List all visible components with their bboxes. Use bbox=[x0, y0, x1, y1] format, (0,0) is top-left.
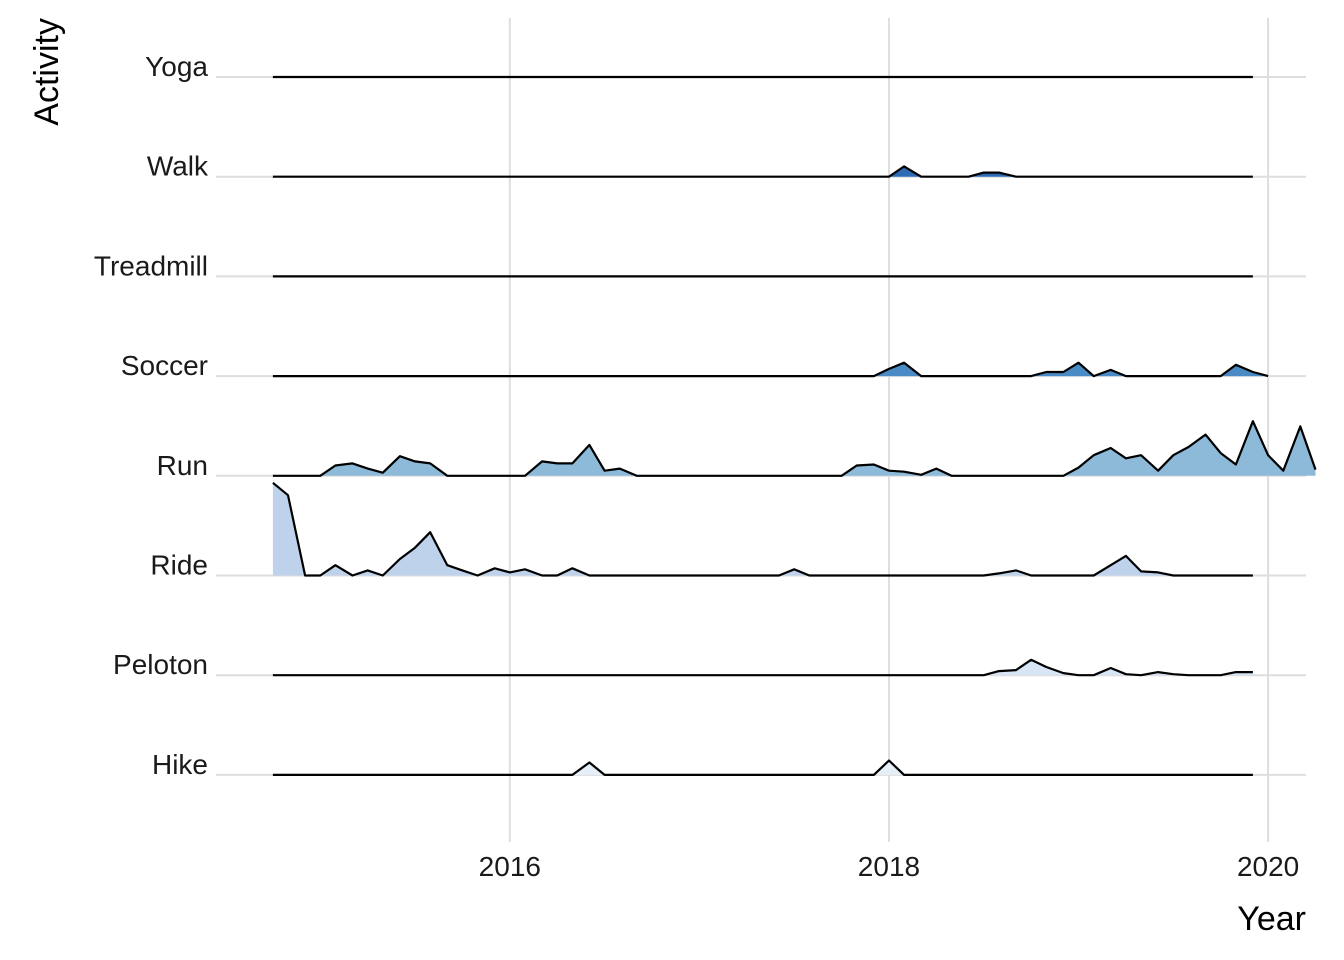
ridge-line-run bbox=[272, 420, 1317, 477]
y-tick-label-peloton: Peloton bbox=[113, 649, 208, 680]
ridge-line-walk bbox=[272, 165, 1253, 178]
y-tick-label-ride: Ride bbox=[150, 550, 208, 581]
y-tick-label-soccer: Soccer bbox=[121, 350, 208, 381]
y-tick-label-run: Run bbox=[157, 450, 208, 481]
gridlines bbox=[216, 18, 1306, 842]
ridge-line-soccer bbox=[272, 361, 1269, 378]
ridge-area-hike bbox=[272, 760, 1253, 775]
ridge-run bbox=[272, 420, 1317, 477]
x-tick-label-2016: 2016 bbox=[479, 851, 541, 882]
ridge-line-hike bbox=[272, 759, 1253, 777]
x-axis-title: Year bbox=[1237, 900, 1306, 938]
y-axis-title: Activity bbox=[28, 18, 66, 126]
ridge-area-ride bbox=[272, 482, 1253, 576]
y-tick-label-yoga: Yoga bbox=[145, 51, 208, 82]
ridge-line-peloton bbox=[272, 658, 1253, 677]
ridge-hike bbox=[272, 759, 1253, 777]
ridge-series bbox=[272, 75, 1317, 777]
ridge-area-run bbox=[272, 421, 1316, 476]
x-tick-label-2018: 2018 bbox=[858, 851, 920, 882]
x-tick-labels: 2016 2018 2020 bbox=[479, 851, 1300, 882]
y-tick-labels: Hike Peloton Ride Run Soccer Treadmill Walk Yog… bbox=[94, 51, 209, 780]
ridge-ride bbox=[272, 481, 1253, 577]
ridge-area-peloton bbox=[272, 659, 1253, 676]
y-tick-label-treadmill: Treadmill bbox=[94, 250, 208, 281]
y-tick-label-walk: Walk bbox=[147, 151, 209, 182]
ridge-line-ride bbox=[272, 481, 1253, 577]
y-tick-label-hike: Hike bbox=[152, 749, 208, 780]
ridge-area-walk bbox=[272, 166, 1253, 177]
x-tick-label-2020: 2020 bbox=[1237, 851, 1299, 882]
ridge-soccer bbox=[272, 361, 1269, 378]
ridge-walk bbox=[272, 165, 1253, 178]
ridge-peloton bbox=[272, 658, 1253, 677]
